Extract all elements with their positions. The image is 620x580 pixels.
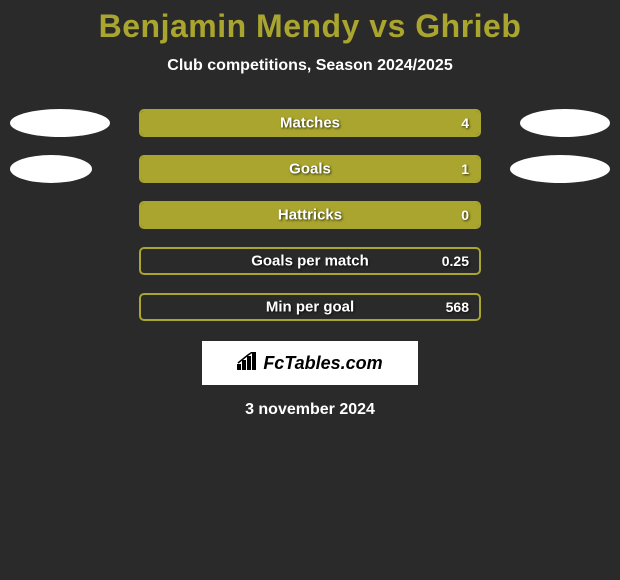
subtitle: Club competitions, Season 2024/2025 bbox=[0, 57, 620, 75]
page-title: Benjamin Mendy vs Ghrieb bbox=[0, 8, 620, 45]
bar-label: Goals bbox=[289, 161, 331, 178]
bar-label: Hattricks bbox=[278, 207, 342, 224]
left-ellipse bbox=[10, 109, 110, 137]
left-ellipse bbox=[10, 155, 92, 183]
bar-value: 4 bbox=[461, 115, 469, 131]
main-container: Benjamin Mendy vs Ghrieb Club competitio… bbox=[0, 0, 620, 427]
bar-label: Goals per match bbox=[251, 253, 369, 270]
stat-row: Hattricks 0 bbox=[0, 197, 620, 233]
right-ellipse bbox=[510, 155, 610, 183]
stats-area: Matches 4 Goals 1 Hattricks 0 Goals per match 0… bbox=[0, 105, 620, 325]
bar-label: Matches bbox=[280, 115, 340, 132]
bar-value: 568 bbox=[446, 299, 469, 315]
chart-icon bbox=[237, 352, 259, 375]
stat-bar: Goals 1 bbox=[139, 155, 481, 183]
logo: FcTables.com bbox=[237, 352, 382, 375]
bar-value: 0 bbox=[461, 207, 469, 223]
stat-row: Matches 4 bbox=[0, 105, 620, 141]
bar-value: 0.25 bbox=[442, 253, 469, 269]
right-ellipse bbox=[520, 109, 610, 137]
date-text: 3 november 2024 bbox=[0, 401, 620, 419]
bar-label: Min per goal bbox=[266, 299, 354, 316]
bar-value: 1 bbox=[461, 161, 469, 177]
stat-bar: Goals per match 0.25 bbox=[139, 247, 481, 275]
stat-row: Min per goal 568 bbox=[0, 289, 620, 325]
stat-bar: Min per goal 568 bbox=[139, 293, 481, 321]
stat-row: Goals 1 bbox=[0, 151, 620, 187]
logo-label: FcTables.com bbox=[263, 353, 382, 374]
stat-row: Goals per match 0.25 bbox=[0, 243, 620, 279]
stat-bar: Matches 4 bbox=[139, 109, 481, 137]
logo-box: FcTables.com bbox=[202, 341, 418, 385]
stat-bar: Hattricks 0 bbox=[139, 201, 481, 229]
